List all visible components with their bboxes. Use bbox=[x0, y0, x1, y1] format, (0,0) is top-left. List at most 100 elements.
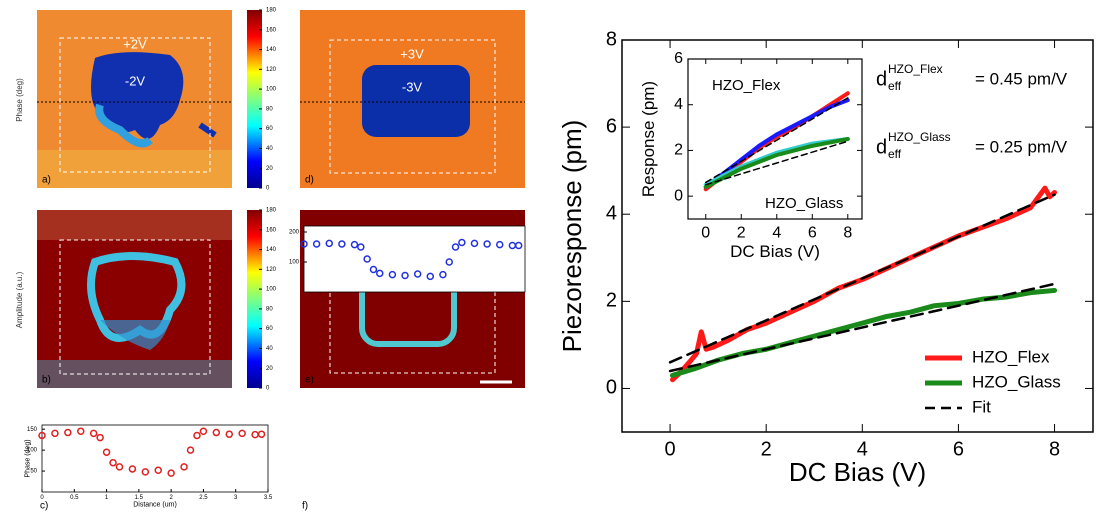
plot-frame bbox=[303, 225, 526, 293]
annotation: d bbox=[876, 136, 887, 158]
annotation: HZO_Flex bbox=[888, 62, 943, 76]
fit-line bbox=[668, 193, 1056, 364]
data-point bbox=[376, 269, 384, 278]
x-tick-label: 2.5 bbox=[199, 495, 208, 501]
legend-label: HZO_Glass bbox=[972, 372, 1061, 391]
colorbar-tick-label: 100 bbox=[266, 87, 277, 93]
x-tick-label: 2 bbox=[169, 495, 173, 501]
data-point bbox=[470, 239, 479, 248]
colorbar-tick-label: 0 bbox=[266, 386, 270, 392]
y-tick-label: 4 bbox=[606, 203, 617, 225]
y-tick-label: 4 bbox=[674, 96, 683, 113]
box-label: -2V bbox=[125, 73, 146, 88]
legend-label: Fit bbox=[972, 397, 991, 416]
data-line bbox=[703, 98, 850, 189]
data-point bbox=[199, 427, 208, 436]
colorbar-tick-label: 40 bbox=[266, 146, 273, 152]
x-tick-label: 1.5 bbox=[135, 495, 144, 501]
data-point bbox=[96, 433, 104, 442]
fit-line bbox=[705, 97, 849, 184]
data-point bbox=[51, 429, 59, 438]
data-point bbox=[388, 270, 397, 279]
y-tick-label: 100 bbox=[289, 260, 300, 266]
y-tick-label: 0 bbox=[674, 187, 683, 204]
y-tick-label: 200 bbox=[289, 230, 300, 236]
y-tick-label: 0 bbox=[606, 377, 617, 399]
data-point bbox=[154, 466, 162, 474]
colorbar-tick-label: 20 bbox=[266, 366, 273, 372]
y-tick-label: 2 bbox=[606, 290, 617, 312]
box-label: +3V bbox=[400, 46, 424, 61]
data-point bbox=[225, 430, 234, 438]
x-tick-label: 0 bbox=[40, 495, 44, 501]
data-point bbox=[369, 265, 378, 274]
annotation: HZO_Flex bbox=[712, 77, 781, 94]
fit-line bbox=[705, 140, 849, 186]
x-tick-label: 6 bbox=[953, 438, 964, 460]
data-point bbox=[38, 431, 46, 440]
plot-frame bbox=[41, 424, 269, 493]
data-point bbox=[483, 240, 491, 248]
panel-label: f) bbox=[302, 501, 308, 512]
data-point bbox=[115, 463, 124, 471]
x-tick-label: 4 bbox=[857, 438, 868, 460]
data-point bbox=[141, 468, 150, 476]
x-axis-label: DC Bias (V) bbox=[789, 457, 926, 487]
data-point bbox=[312, 240, 321, 248]
x-tick-label: 8 bbox=[843, 225, 852, 242]
x-tick-label: 0 bbox=[701, 225, 710, 242]
annotation: eff bbox=[888, 79, 902, 93]
data-point bbox=[338, 240, 346, 248]
colorbar-tick-label: 80 bbox=[266, 106, 273, 112]
annotation: d bbox=[876, 68, 887, 90]
colorbar-tick-label: 120 bbox=[266, 67, 277, 73]
data-point bbox=[426, 272, 435, 281]
annotation: eff bbox=[888, 147, 902, 161]
data-point bbox=[64, 428, 72, 437]
box-label: +2V bbox=[123, 36, 147, 51]
x-tick-label: 0 bbox=[664, 438, 675, 460]
annotation: = 0.25 pm/V bbox=[975, 137, 1068, 156]
amplitude-image-b bbox=[37, 210, 232, 388]
box-label: -3V bbox=[402, 79, 423, 94]
colorbar-tick-label: 20 bbox=[266, 166, 273, 172]
data-point bbox=[128, 465, 137, 473]
data-point bbox=[238, 429, 246, 438]
colorbar-tick-label: 160 bbox=[266, 27, 277, 33]
data-point bbox=[257, 430, 266, 438]
data-point bbox=[445, 258, 453, 266]
data-point bbox=[357, 243, 365, 251]
colorbar bbox=[247, 210, 262, 388]
colorbar-tick-label: 120 bbox=[266, 267, 277, 273]
y-tick-label: 6 bbox=[606, 115, 617, 137]
data-point bbox=[451, 243, 460, 251]
data-point bbox=[363, 255, 371, 263]
annotation: HZO_Glass bbox=[765, 195, 843, 212]
y-tick-label: 2 bbox=[674, 142, 683, 159]
image-axis-label: Phase (deg) bbox=[15, 78, 24, 122]
x-tick-label: 2 bbox=[761, 438, 772, 460]
x-tick-label: 4 bbox=[772, 225, 781, 242]
colorbar-tick-label: 0 bbox=[266, 186, 270, 192]
y-axis-label: Phase (deg) bbox=[24, 439, 31, 477]
panel-label: d) bbox=[305, 175, 314, 186]
data-point bbox=[401, 271, 409, 280]
colorbar-tick-label: 140 bbox=[266, 247, 277, 253]
panel-label: a) bbox=[42, 175, 51, 186]
phase-image-d bbox=[300, 10, 525, 188]
x-tick-label: 8 bbox=[1049, 438, 1060, 460]
data-point bbox=[300, 240, 308, 248]
legend-label: HZO_Flex bbox=[972, 347, 1050, 366]
y-tick-label: 100 bbox=[27, 448, 38, 454]
data-point bbox=[495, 240, 504, 249]
y-tick-label: 50 bbox=[30, 469, 37, 475]
data-point bbox=[193, 431, 201, 440]
phase-image-a bbox=[37, 10, 232, 188]
data-point bbox=[212, 428, 221, 437]
x-tick-label: 1 bbox=[105, 495, 109, 501]
data-point bbox=[76, 427, 85, 436]
colorbar-tick-label: 40 bbox=[266, 346, 273, 352]
data-point bbox=[109, 458, 117, 467]
panel-label: e) bbox=[305, 375, 314, 386]
